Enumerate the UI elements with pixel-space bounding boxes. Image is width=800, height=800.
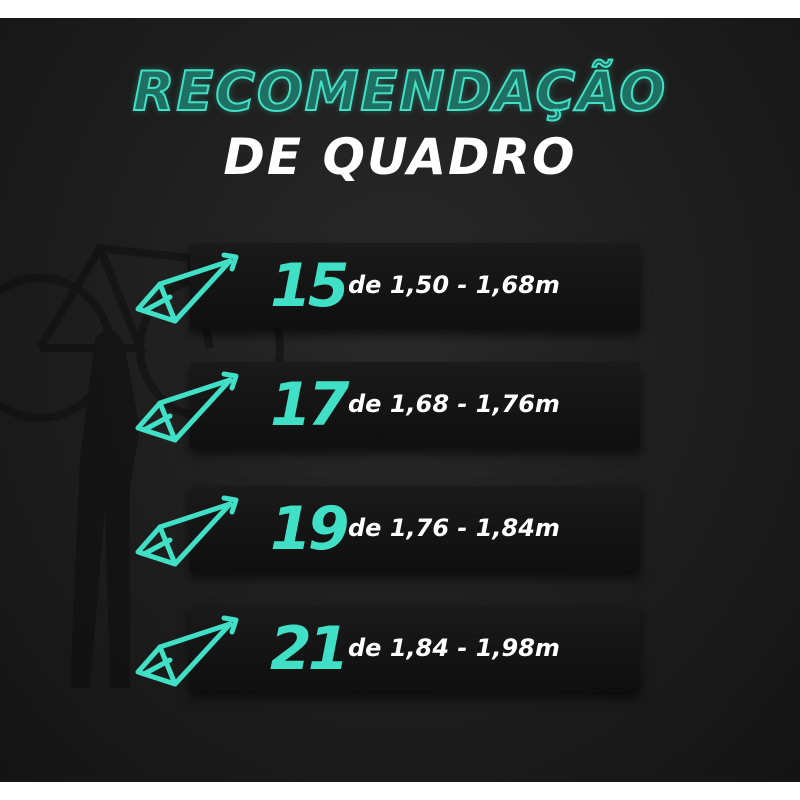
row-panel [190,362,640,448]
bike-frame-icon [135,495,239,567]
height-range: de 1,50 - 1,68m [348,271,560,299]
bike-frame-icon [135,615,239,687]
size-row: 19 de 1,76 - 1,84m [130,486,650,574]
frame-size: 17 [270,370,349,440]
title-line-1: RECOMENDAÇÃO [132,59,668,124]
row-panel [190,243,640,329]
row-panel [190,486,640,572]
row-panel [190,606,640,692]
size-row: 21 de 1,84 - 1,98m [130,606,650,694]
size-row: 17 de 1,68 - 1,76m [130,362,650,450]
bike-frame-icon [135,252,239,324]
frame-size: 19 [270,494,349,564]
bike-frame-icon [135,371,239,443]
frame-size: 21 [270,614,349,684]
title-line-2: DE QUADRO [223,128,577,186]
frame-size: 15 [270,251,349,321]
height-range: de 1,68 - 1,76m [348,390,560,418]
height-range: de 1,76 - 1,84m [348,514,560,542]
height-range: de 1,84 - 1,98m [348,634,560,662]
size-row: 15 de 1,50 - 1,68m [130,243,650,331]
